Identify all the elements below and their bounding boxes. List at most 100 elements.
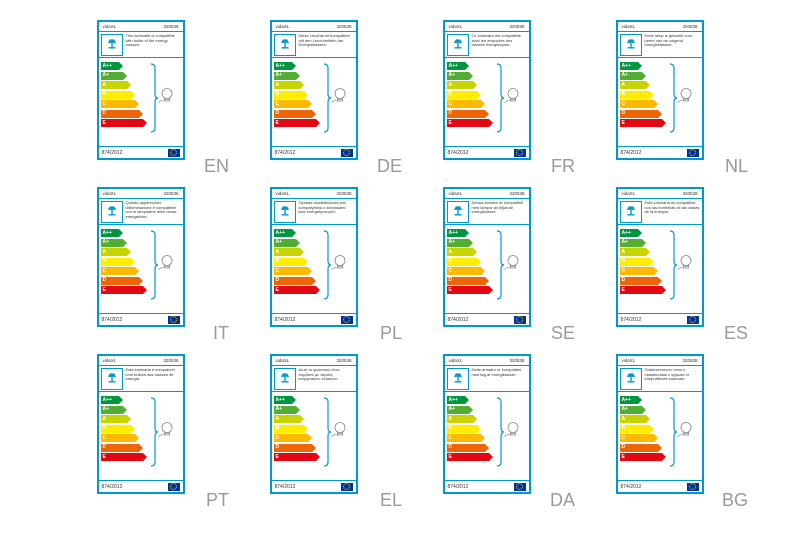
lamp-icon-svg — [105, 205, 119, 219]
energy-grade: D — [449, 111, 453, 116]
label-header: vidaXL 320538 — [272, 356, 356, 366]
compatibility-text: Esta luminária é compatível com bulbos d… — [123, 368, 181, 389]
brand-text: vidaXL — [449, 191, 463, 196]
energy-bar: A++ — [620, 62, 668, 70]
bulb-icon — [157, 86, 177, 106]
energy-label-panel: vidaXL 320538 Esta luminaria es compatib… — [616, 187, 704, 327]
energy-area: A++ A+ A B C D — [618, 58, 702, 146]
energy-bar: D — [620, 110, 668, 118]
energy-bar: A — [620, 81, 668, 89]
energy-grade: C — [276, 436, 280, 441]
regulation-text: 874/2012 — [102, 484, 123, 490]
label-footer: 874/2012 — [99, 480, 183, 492]
energy-bar: E — [274, 119, 322, 127]
product-code: 320538 — [336, 191, 351, 196]
brand-text: vidaXL — [622, 358, 636, 363]
energy-grade: A — [622, 250, 626, 255]
energy-area: A++ A+ A B C D — [445, 392, 529, 480]
energy-grade: A — [103, 83, 107, 88]
lamp-icon-svg — [624, 38, 638, 52]
eu-flag-icon — [341, 483, 353, 491]
energy-grade: A+ — [622, 240, 629, 245]
energy-grade: D — [103, 111, 107, 116]
compatibility-text: Oprawa oświetleniowa jest kompatybilna z… — [296, 201, 354, 222]
energy-bar: B — [620, 258, 668, 266]
regulation-text: 874/2012 — [621, 317, 642, 323]
energy-grade: A++ — [276, 231, 285, 236]
energy-bar: C — [101, 434, 149, 442]
energy-label-panel: vidaXL 320538 Oprawa oświetleniowa jest … — [270, 187, 358, 327]
energy-grade: B — [449, 426, 453, 431]
lamp-icon — [274, 34, 296, 56]
energy-bar: D — [447, 277, 495, 285]
bulb-icon-svg — [330, 86, 350, 106]
energy-grade: A++ — [622, 64, 631, 69]
lamp-icon — [274, 368, 296, 390]
energy-bars: A++ A+ A B C D — [101, 396, 149, 461]
energy-grade: A+ — [449, 240, 456, 245]
energy-grade: B — [103, 259, 107, 264]
energy-area: A++ A+ A B C D — [618, 392, 702, 480]
energy-grade: D — [276, 111, 280, 116]
energy-bar: C — [620, 434, 668, 442]
product-code: 320538 — [509, 358, 524, 363]
label-info-row: Осветителното тяло е съвместимо с крушки… — [618, 366, 702, 392]
product-code: 320538 — [682, 24, 697, 29]
lamp-icon-svg — [624, 372, 638, 386]
energy-grade: B — [449, 92, 453, 97]
energy-label-panel: vidaXL 320538 Осветителното тяло е съвме… — [616, 354, 704, 494]
regulation-text: 874/2012 — [275, 484, 296, 490]
energy-bar: A+ — [620, 239, 668, 247]
product-code: 320538 — [509, 191, 524, 196]
bulb-icon-svg — [676, 86, 696, 106]
energy-bar: D — [447, 444, 495, 452]
label-info-row: Deze lamp is geschikt voor peren van de … — [618, 32, 702, 58]
energy-grade: A+ — [449, 407, 456, 412]
energy-grade: B — [103, 426, 107, 431]
eu-flag-icon — [687, 149, 699, 157]
energy-grade: C — [622, 436, 626, 441]
energy-grade: E — [276, 288, 279, 293]
eu-flag-icon — [514, 483, 526, 491]
energy-grade: E — [449, 121, 452, 126]
lamp-icon — [447, 34, 469, 56]
energy-grade: A+ — [276, 240, 283, 245]
energy-bar: B — [274, 258, 322, 266]
label-footer: 874/2012 — [618, 480, 702, 492]
label-info-row: Diese Leuchte ist kompatibel mit den Leu… — [272, 32, 356, 58]
energy-grade: E — [622, 121, 625, 126]
lamp-icon-svg — [451, 205, 465, 219]
energy-bar: D — [274, 277, 322, 285]
energy-grade: A++ — [449, 398, 458, 403]
label-footer: 874/2012 — [272, 313, 356, 325]
energy-bar: D — [620, 444, 668, 452]
energy-grade: A+ — [103, 240, 110, 245]
bulb-icon — [676, 420, 696, 440]
energy-grade: D — [103, 445, 107, 450]
energy-bars: A++ A+ A B C D — [101, 62, 149, 127]
energy-bar: B — [447, 425, 495, 433]
product-code: 320538 — [336, 24, 351, 29]
energy-grade: A++ — [449, 64, 458, 69]
energy-bar: A — [274, 248, 322, 256]
lamp-icon — [620, 34, 642, 56]
energy-bar: C — [447, 434, 495, 442]
energy-label-cell: vidaXL 320538 Ce luminaire est compatibl… — [406, 20, 567, 179]
energy-bar: A++ — [447, 396, 495, 404]
regulation-text: 874/2012 — [275, 317, 296, 323]
energy-bars: A++ A+ A B C D — [447, 229, 495, 294]
eu-flag-icon — [168, 149, 180, 157]
energy-area: A++ A+ A B C D — [99, 225, 183, 313]
label-info-row: Esta luminaria es compatible con las bom… — [618, 199, 702, 225]
energy-bar: A+ — [447, 406, 495, 414]
label-footer: 874/2012 — [99, 146, 183, 158]
bulb-icon — [157, 420, 177, 440]
energy-bars: A++ A+ A B C D — [620, 396, 668, 461]
bulb-icon-svg — [157, 253, 177, 273]
label-header: vidaXL 320538 — [99, 22, 183, 32]
energy-grade: A — [622, 83, 626, 88]
energy-grade: E — [276, 455, 279, 460]
brand-text: vidaXL — [622, 24, 636, 29]
language-code: NL — [725, 156, 748, 177]
energy-grade: A++ — [103, 64, 112, 69]
